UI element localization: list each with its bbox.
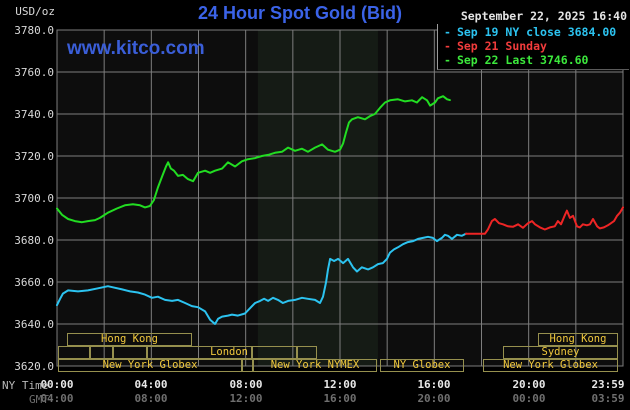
y-tick-label: 3700.0 — [14, 192, 54, 205]
session-bar-segment — [252, 346, 297, 359]
y-tick-label: 3620.0 — [14, 360, 54, 373]
price-line-sep-19 — [56, 232, 467, 325]
session-bar-new-york-globex: New York Globex — [483, 359, 618, 372]
legend-dash-icon: - — [444, 25, 451, 39]
legend-text: Sep 21 Sunday — [456, 39, 547, 53]
datetime-label: September 22, 2025 16:40 — [460, 9, 627, 23]
ny-time-tick-label: 04:00 — [134, 378, 168, 391]
gmt-tick-label: 04:00 — [40, 392, 74, 405]
chart-title: 24 Hour Spot Gold (Bid) — [198, 3, 402, 23]
gmt-tick-label: 08:00 — [134, 392, 168, 405]
gmt-tick-label: 00:00 — [512, 392, 546, 405]
y-tick-label: 3640.0 — [14, 318, 54, 331]
gmt-tick-label: 16:00 — [323, 392, 357, 405]
gmt-tick-label: 12:00 — [229, 392, 263, 405]
session-bar-ny-globex: NY Globex — [380, 359, 464, 372]
gmt-tick-label: 20:00 — [417, 392, 451, 405]
y-tick-label: 3760.0 — [14, 66, 54, 79]
legend: - Sep 19 NY close 3684.00- Sep 21 Sunday - S… — [437, 24, 629, 70]
y-tick-label: 3740.0 — [14, 108, 54, 121]
session-bar-hong-kong: Hong Kong — [67, 333, 192, 346]
y-tick-label: 3680.0 — [14, 234, 54, 247]
legend-item-1: - Sep 21 Sunday — [444, 40, 629, 53]
session-bar-segment — [113, 346, 147, 359]
legend-text: Sep 22 Last 3746.60 — [456, 53, 589, 67]
ny-time-tick-label: 08:00 — [229, 378, 263, 391]
gmt-tick-label: 03:59 — [591, 392, 625, 405]
legend-dash-icon: - — [444, 53, 451, 67]
session-bar-segment — [90, 346, 113, 359]
units-label: USD/oz — [15, 5, 55, 18]
session-bar-segment — [297, 346, 317, 359]
ny-time-caption: NY Time — [2, 379, 49, 392]
ny-time-tick-label: 23:59 — [591, 378, 625, 391]
session-bar-new-york-nymex: New York NYMEX — [253, 359, 377, 372]
session-bar-segment — [242, 359, 253, 372]
ny-time-tick-label: 16:00 — [417, 378, 451, 391]
session-bar-hong-kong: Hong Kong — [538, 333, 618, 346]
y-tick-label: 3720.0 — [14, 150, 54, 163]
kitco-watermark-link[interactable]: www.kitco.com — [67, 38, 205, 59]
legend-dash-icon: - — [444, 39, 451, 53]
plot-border — [56, 29, 624, 367]
session-bar-new-york-globex: New York Globex — [58, 359, 242, 372]
session-bar-sydney: Sydney — [503, 346, 618, 359]
session-bar-london: London — [147, 346, 252, 359]
session-bar-segment — [58, 346, 90, 359]
price-line-sep-22 — [56, 95, 451, 224]
ny-time-tick-label: 00:00 — [40, 378, 74, 391]
y-tick-label: 3660.0 — [14, 276, 54, 289]
ny-time-tick-label: 12:00 — [323, 378, 357, 391]
y-tick-label: 3780.0 — [14, 24, 54, 37]
legend-item-0: - Sep 19 NY close 3684.00 — [444, 26, 629, 39]
gmt-caption: GMT — [29, 393, 49, 406]
legend-item-2: - Sep 22 Last 3746.60 — [444, 54, 629, 67]
legend-text: Sep 19 NY close 3684.00 — [456, 25, 617, 39]
price-line-sep-21 — [464, 206, 624, 235]
ny-time-tick-label: 20:00 — [512, 378, 546, 391]
